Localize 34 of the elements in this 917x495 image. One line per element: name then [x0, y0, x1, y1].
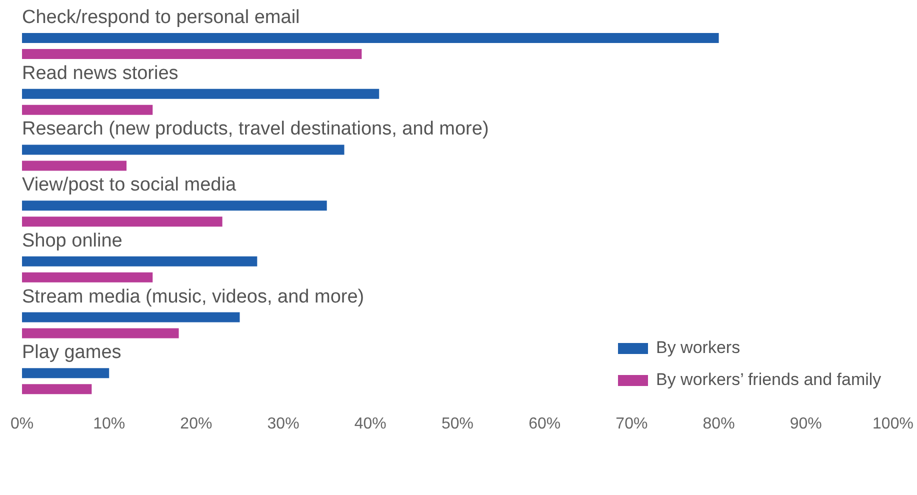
x-tick-label: 90%	[790, 415, 822, 432]
bar	[22, 368, 110, 378]
bar	[22, 144, 344, 155]
x-tick-label: 100%	[872, 415, 914, 432]
y-tick-label: Shop online	[22, 230, 122, 252]
x-tick-label: 70%	[616, 415, 648, 432]
x-tick-label: 30%	[267, 415, 300, 432]
bar	[22, 104, 153, 115]
bar	[22, 160, 127, 171]
x-tick-label: 80%	[702, 415, 735, 432]
legend-label: By workers	[656, 338, 740, 358]
x-tick-label: 0%	[10, 415, 34, 432]
bar	[22, 49, 362, 59]
y-tick-label: Research (new products, travel destinations, and more)	[22, 118, 489, 140]
x-tick-label: 10%	[93, 415, 126, 432]
bar	[22, 200, 327, 211]
x-tick-label: 20%	[180, 415, 212, 432]
bar	[22, 384, 92, 394]
y-tick-label: Stream media (music, videos, and more)	[22, 286, 364, 308]
bar	[22, 328, 179, 338]
bar	[22, 272, 153, 282]
y-tick-label: Check/respond to personal email	[22, 7, 300, 28]
x-tick-label: 60%	[528, 415, 561, 432]
y-tick-label: Play games	[22, 342, 122, 364]
bar	[22, 88, 380, 99]
bar	[22, 256, 258, 266]
bar	[22, 216, 222, 227]
legend-label: By workers’ friends and family	[656, 370, 882, 390]
bar	[22, 33, 719, 43]
y-tick-label: Read news stories	[22, 62, 178, 84]
bar	[22, 312, 240, 322]
x-tick-label: 50%	[441, 415, 474, 432]
y-tick-label: View/post to social media	[22, 174, 236, 196]
x-tick-label: 40%	[354, 415, 386, 432]
